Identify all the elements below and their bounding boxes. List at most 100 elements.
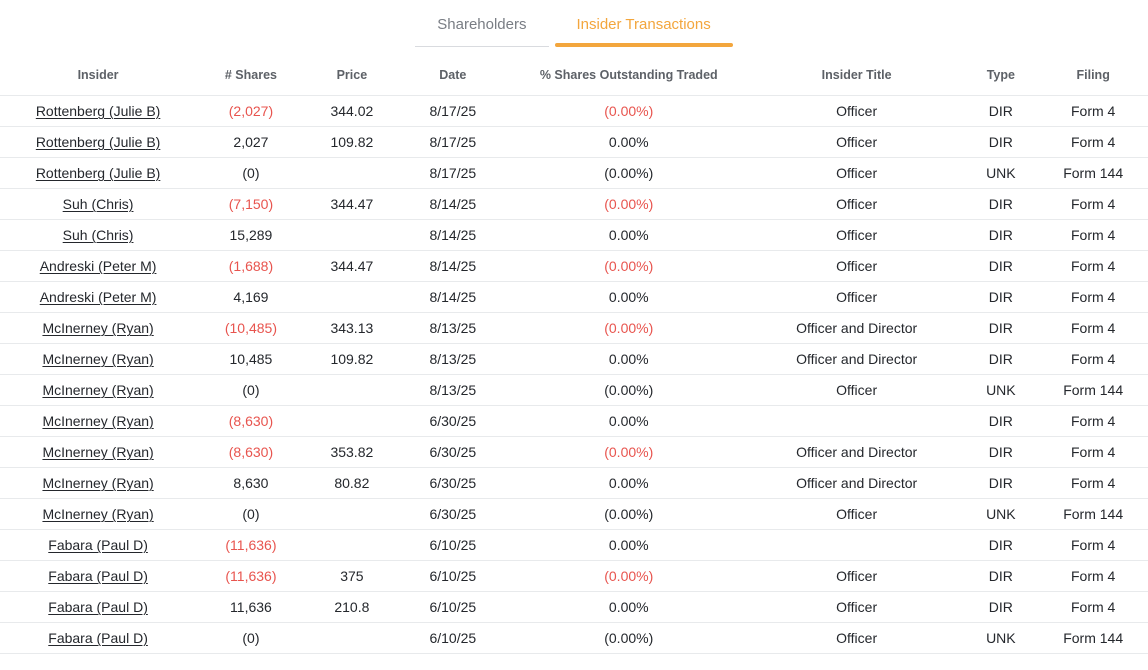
type-cell: UNK <box>963 374 1039 406</box>
insider-link[interactable]: Fabara (Paul D) <box>48 599 148 615</box>
insider-cell: Fabara (Paul D) <box>0 591 197 623</box>
pct-cell: 0.00% <box>507 126 750 158</box>
insider-cell: Rottenberg (Julie B) <box>0 95 197 127</box>
insider-cell: Suh (Chris) <box>0 219 197 251</box>
shares-cell: (11,636) <box>196 529 306 561</box>
insider-link[interactable]: McInerney (Ryan) <box>42 382 154 398</box>
pct-cell: (0.00%) <box>507 560 750 592</box>
insider-link[interactable]: Rottenberg (Julie B) <box>35 134 161 150</box>
filing-cell: Form 4 <box>1038 529 1148 561</box>
price-cell: 210.8 <box>305 591 399 623</box>
tab-shareholders[interactable]: Shareholders <box>415 0 549 47</box>
insider-link[interactable]: Andreski (Peter M) <box>39 289 157 305</box>
insider-link[interactable]: Fabara (Paul D) <box>48 568 148 584</box>
price-cell: 80.82 <box>305 467 399 499</box>
insider-cell: Suh (Chris) <box>0 188 197 220</box>
date-cell: 8/13/25 <box>398 312 508 344</box>
insider-link[interactable]: Andreski (Peter M) <box>39 258 157 274</box>
insider-cell: Fabara (Paul D) <box>0 622 197 654</box>
insider-cell: Andreski (Peter M) <box>0 281 197 313</box>
pct-cell: (0.00%) <box>507 498 750 530</box>
price-cell <box>305 405 399 437</box>
filing-cell: Form 4 <box>1038 560 1148 592</box>
insider-title-cell: Officer <box>749 498 964 530</box>
price-cell <box>305 529 399 561</box>
table-row: Rottenberg (Julie B) (0) 8/17/25 (0.00%)… <box>0 157 1148 189</box>
table-row: Fabara (Paul D) (0) 6/10/25 (0.00%) Offi… <box>0 622 1148 654</box>
shares-cell: 8,630 <box>196 467 306 499</box>
pct-cell: (0.00%) <box>507 436 750 468</box>
type-cell: DIR <box>963 250 1039 282</box>
table-row: McInerney (Ryan) (0) 6/30/25 (0.00%) Off… <box>0 498 1148 530</box>
date-cell: 6/30/25 <box>398 467 508 499</box>
filing-cell: Form 4 <box>1038 188 1148 220</box>
column-header-pct-shares-outstanding-traded: % Shares Outstanding Traded <box>507 47 750 96</box>
insider-title-cell <box>749 529 964 561</box>
shares-cell: 15,289 <box>196 219 306 251</box>
pct-cell: 0.00% <box>507 219 750 251</box>
pct-cell: (0.00%) <box>507 250 750 282</box>
insider-cell: Rottenberg (Julie B) <box>0 157 197 189</box>
column-header-date: Date <box>398 47 508 96</box>
price-cell: 109.82 <box>305 126 399 158</box>
insider-link[interactable]: Fabara (Paul D) <box>48 630 148 646</box>
insider-link[interactable]: McInerney (Ryan) <box>42 351 154 367</box>
filing-cell: Form 4 <box>1038 467 1148 499</box>
insider-link[interactable]: Rottenberg (Julie B) <box>35 165 161 181</box>
insider-cell: Andreski (Peter M) <box>0 250 197 282</box>
pct-cell: 0.00% <box>507 281 750 313</box>
insider-cell: McInerney (Ryan) <box>0 343 197 375</box>
filing-cell: Form 4 <box>1038 250 1148 282</box>
price-cell: 109.82 <box>305 343 399 375</box>
column-header-shares: # Shares <box>196 47 306 96</box>
shares-cell: (8,630) <box>196 436 306 468</box>
insider-cell: Fabara (Paul D) <box>0 529 197 561</box>
date-cell: 8/17/25 <box>398 95 508 127</box>
insider-link[interactable]: McInerney (Ryan) <box>42 506 154 522</box>
insider-link[interactable]: Fabara (Paul D) <box>48 537 148 553</box>
insider-link[interactable]: McInerney (Ryan) <box>42 475 154 491</box>
date-cell: 8/17/25 <box>398 126 508 158</box>
insider-title-cell: Officer <box>749 188 964 220</box>
insider-title-cell: Officer <box>749 560 964 592</box>
table-row: Fabara (Paul D) 11,636 210.8 6/10/25 0.0… <box>0 591 1148 623</box>
insider-transactions-table: Insider # Shares Price Date % Shares Out… <box>0 47 1148 654</box>
insider-link[interactable]: Suh (Chris) <box>62 196 134 212</box>
column-header-type: Type <box>963 47 1039 96</box>
pct-cell: 0.00% <box>507 591 750 623</box>
shares-cell: 4,169 <box>196 281 306 313</box>
type-cell: DIR <box>963 312 1039 344</box>
price-cell <box>305 374 399 406</box>
insider-link[interactable]: Suh (Chris) <box>62 227 134 243</box>
insider-cell: McInerney (Ryan) <box>0 498 197 530</box>
table-row: Suh (Chris) (7,150) 344.47 8/14/25 (0.00… <box>0 188 1148 220</box>
pct-cell: 0.00% <box>507 529 750 561</box>
insider-link[interactable]: McInerney (Ryan) <box>42 413 154 429</box>
filing-cell: Form 144 <box>1038 622 1148 654</box>
shares-cell: 10,485 <box>196 343 306 375</box>
filing-cell: Form 144 <box>1038 374 1148 406</box>
shares-cell: (0) <box>196 157 306 189</box>
shares-cell: (8,630) <box>196 405 306 437</box>
date-cell: 8/14/25 <box>398 188 508 220</box>
pct-cell: (0.00%) <box>507 312 750 344</box>
shares-cell: (11,636) <box>196 560 306 592</box>
filing-cell: Form 144 <box>1038 498 1148 530</box>
shares-cell: (7,150) <box>196 188 306 220</box>
insider-title-cell: Officer <box>749 219 964 251</box>
insider-cell: McInerney (Ryan) <box>0 467 197 499</box>
column-header-price: Price <box>305 47 399 96</box>
table-row: McInerney (Ryan) (10,485) 343.13 8/13/25… <box>0 312 1148 344</box>
insider-link[interactable]: Rottenberg (Julie B) <box>35 103 161 119</box>
table-row: Andreski (Peter M) 4,169 8/14/25 0.00% O… <box>0 281 1148 313</box>
insider-link[interactable]: McInerney (Ryan) <box>42 320 154 336</box>
insider-link[interactable]: McInerney (Ryan) <box>42 444 154 460</box>
tab-bar: Shareholders Insider Transactions <box>0 0 1148 47</box>
shares-cell: 11,636 <box>196 591 306 623</box>
tab-insider-transactions[interactable]: Insider Transactions <box>554 0 733 47</box>
filing-cell: Form 4 <box>1038 405 1148 437</box>
date-cell: 6/10/25 <box>398 560 508 592</box>
table-row: Rottenberg (Julie B) (2,027) 344.02 8/17… <box>0 95 1148 127</box>
insider-title-cell: Officer and Director <box>749 467 964 499</box>
table-row: Fabara (Paul D) (11,636) 375 6/10/25 (0.… <box>0 560 1148 592</box>
